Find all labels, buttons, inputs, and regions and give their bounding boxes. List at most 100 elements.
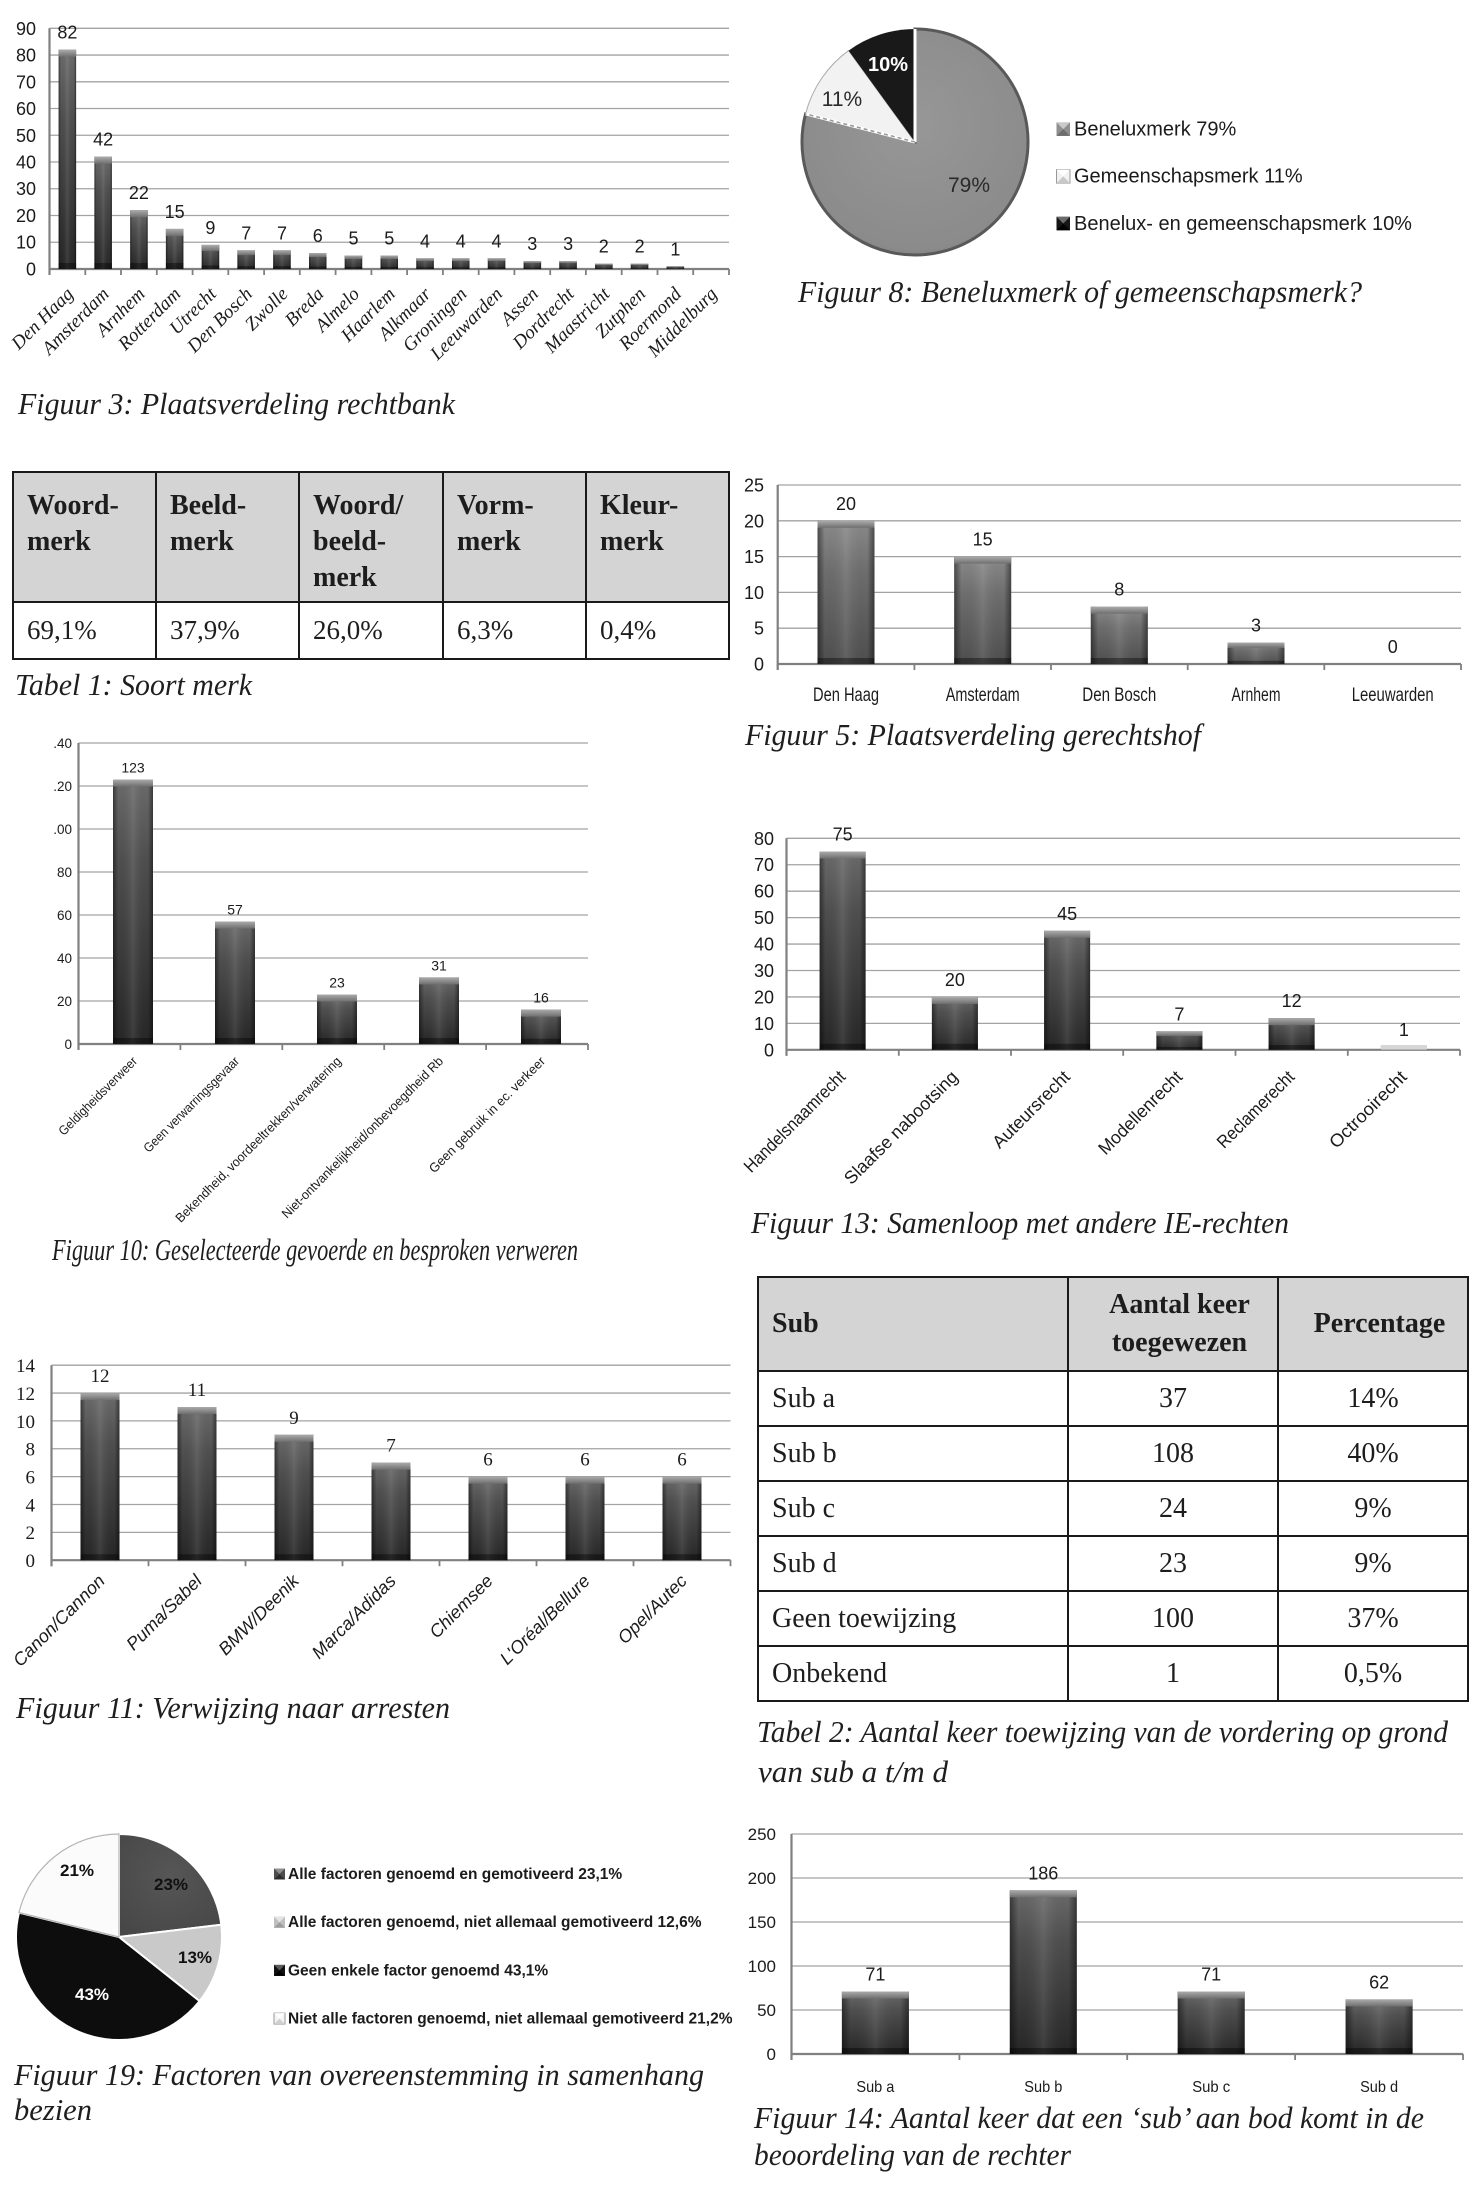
svg-text:6: 6: [483, 1450, 493, 1471]
svg-text:Niet alle factoren genoemd, ni: Niet alle factoren genoemd, niet allemaa…: [288, 2011, 733, 2028]
svg-text:Puma/Sabel: Puma/Sabel: [122, 1570, 206, 1654]
svg-text:14: 14: [16, 1356, 36, 1377]
svg-text:10: 10: [754, 1014, 774, 1034]
svg-text:6: 6: [26, 1468, 36, 1489]
svg-text:80: 80: [16, 46, 36, 66]
svg-text:4: 4: [26, 1495, 36, 1516]
svg-text:71: 71: [1201, 1965, 1221, 1985]
svg-text:Den Haag: Den Haag: [813, 685, 879, 706]
svg-text:0: 0: [767, 2045, 776, 2064]
svg-text:0: 0: [764, 1040, 774, 1060]
svg-text:Leeuwarden: Leeuwarden: [1352, 685, 1434, 706]
svg-text:Geldigheidsverweer: Geldigheidsverweer: [55, 1053, 140, 1138]
svg-text:150: 150: [748, 1913, 776, 1932]
svg-text:75: 75: [833, 825, 853, 845]
svg-text:Benelux- en gemeenschapsmerk 1: Benelux- en gemeenschapsmerk 10%: [1074, 213, 1412, 235]
svg-text:82: 82: [57, 23, 77, 43]
svg-text:Niet-ontvankelijkheid/onbevoeg: Niet-ontvankelijkheid/onbevoegdheid Rb: [279, 1054, 447, 1222]
svg-text:71: 71: [865, 1965, 885, 1985]
svg-text:31: 31: [431, 957, 447, 973]
svg-text:80: 80: [754, 829, 774, 849]
svg-text:6: 6: [677, 1450, 687, 1471]
svg-text:25: 25: [744, 476, 764, 496]
svg-text:250: 250: [748, 1825, 776, 1844]
svg-text:23%: 23%: [154, 1875, 188, 1894]
svg-text:7: 7: [241, 223, 251, 243]
svg-text:Handelsnaamrecht: Handelsnaamrecht: [740, 1067, 850, 1177]
svg-text:10%: 10%: [868, 54, 908, 76]
svg-text:0: 0: [26, 260, 36, 280]
svg-text:11%: 11%: [822, 88, 862, 111]
svg-text:.40: .40: [53, 736, 72, 751]
svg-text:30: 30: [16, 179, 36, 199]
svg-text:0: 0: [1388, 637, 1398, 657]
svg-text:Octrooirecht: Octrooirecht: [1325, 1067, 1411, 1153]
svg-text:70: 70: [16, 72, 36, 92]
svg-text:9: 9: [205, 218, 215, 238]
svg-text:8: 8: [26, 1440, 36, 1461]
svg-text:40: 40: [754, 935, 774, 955]
svg-text:Den Bosch: Den Bosch: [1082, 685, 1156, 706]
svg-text:12: 12: [16, 1384, 35, 1405]
svg-text:Geen gebruik in ec. verkeer: Geen gebruik in ec. verkeer: [426, 1053, 549, 1176]
svg-text:42: 42: [93, 130, 113, 150]
svg-text:Sub b: Sub b: [1024, 2079, 1062, 2096]
svg-text:7: 7: [386, 1436, 396, 1457]
svg-text:13%: 13%: [178, 1948, 212, 1967]
svg-text:BMW/Deenik: BMW/Deenik: [214, 1570, 303, 1659]
svg-text:5: 5: [384, 229, 394, 249]
svg-text:1: 1: [1399, 1020, 1409, 1040]
svg-text:6: 6: [313, 226, 323, 246]
svg-text:200: 200: [748, 1869, 776, 1888]
svg-text:12: 12: [91, 1366, 110, 1387]
svg-text:60: 60: [16, 99, 36, 119]
svg-text:Slaafse nabootsing: Slaafse nabootsing: [840, 1067, 962, 1189]
svg-text:Sub d: Sub d: [1360, 2079, 1398, 2096]
svg-text:57: 57: [227, 902, 243, 918]
svg-text:Reclamerecht: Reclamerecht: [1213, 1067, 1299, 1153]
svg-text:43%: 43%: [75, 1985, 109, 2004]
svg-text:50: 50: [16, 126, 36, 146]
svg-text:Bekendheid, voordeeltrekken/ve: Bekendheid, voordeeltrekken/verwatering: [172, 1054, 344, 1226]
svg-text:60: 60: [754, 882, 774, 902]
svg-text:Alle factoren genoemd en gemot: Alle factoren genoemd en gemotiveerd 23,…: [288, 1866, 622, 1883]
svg-text:0: 0: [64, 1037, 72, 1052]
svg-text:3: 3: [563, 234, 573, 254]
svg-text:40: 40: [57, 951, 72, 966]
svg-text:15: 15: [165, 202, 185, 222]
svg-text:4: 4: [420, 231, 430, 251]
svg-text:20: 20: [836, 494, 856, 514]
svg-text:.20: .20: [53, 779, 72, 794]
svg-text:123: 123: [121, 760, 145, 776]
svg-text:Canon/Cannon: Canon/Cannon: [9, 1571, 109, 1671]
svg-text:Alle factoren genoemd, niet al: Alle factoren genoemd, niet allemaal gem…: [288, 1914, 702, 1931]
svg-text:4: 4: [491, 231, 501, 251]
svg-text:Marca/Adidas: Marca/Adidas: [308, 1571, 400, 1663]
svg-text:20: 20: [945, 970, 965, 990]
svg-text:23: 23: [329, 975, 345, 991]
svg-text:21%: 21%: [60, 1861, 94, 1880]
svg-text:70: 70: [754, 855, 774, 875]
svg-text:62: 62: [1369, 1972, 1389, 1992]
svg-text:3: 3: [527, 234, 537, 254]
svg-text:3: 3: [1251, 616, 1261, 636]
svg-text:8: 8: [1114, 580, 1124, 600]
svg-text:Geen verwarringsgevaar: Geen verwarringsgevaar: [140, 1053, 242, 1155]
svg-text:16: 16: [533, 990, 549, 1006]
svg-text:90: 90: [16, 19, 36, 39]
svg-text:20: 20: [754, 987, 774, 1007]
svg-text:4: 4: [456, 231, 466, 251]
svg-text:40: 40: [16, 153, 36, 173]
svg-text:15: 15: [973, 530, 993, 550]
svg-text:Beneluxmerk 79%: Beneluxmerk 79%: [1074, 118, 1237, 140]
svg-text:45: 45: [1057, 904, 1077, 924]
svg-text:10: 10: [16, 1412, 35, 1433]
svg-text:100: 100: [748, 1957, 776, 1976]
svg-text:50: 50: [754, 908, 774, 928]
svg-text:Sub c: Sub c: [1192, 2079, 1230, 2096]
svg-text:12: 12: [1282, 991, 1302, 1011]
svg-text:Chiemsee: Chiemsee: [425, 1571, 496, 1642]
svg-text:20: 20: [744, 511, 764, 531]
svg-text:9: 9: [289, 1408, 299, 1429]
svg-text:20: 20: [16, 206, 36, 226]
